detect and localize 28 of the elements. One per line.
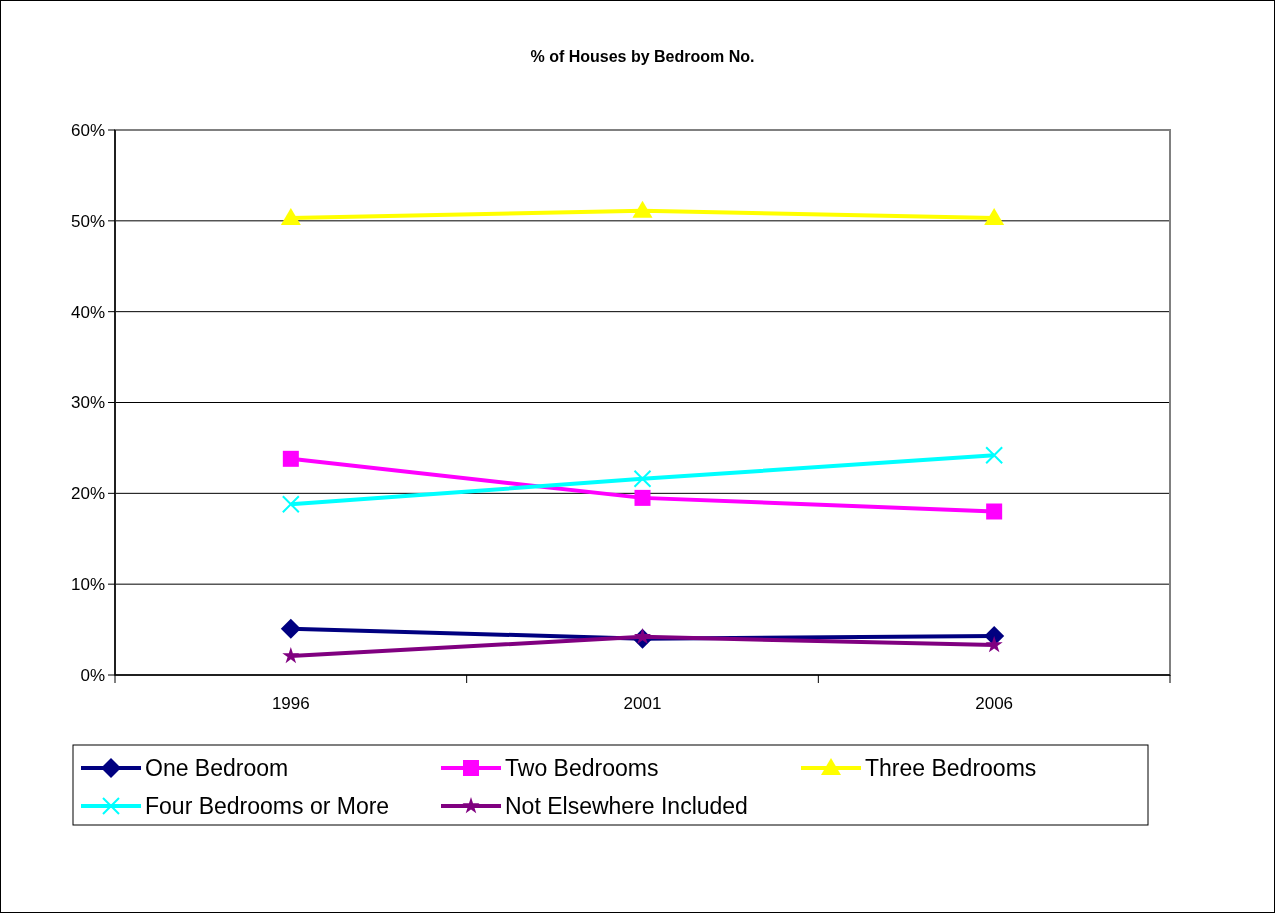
point (986, 503, 1003, 520)
y-tick-label: 60% (70, 120, 105, 140)
point (985, 636, 1003, 653)
legend-label: One Bedroom (145, 755, 289, 782)
y-tick-label: 20% (70, 484, 105, 504)
legend-label: Two Bedrooms (505, 755, 659, 782)
point (632, 200, 653, 218)
y-tick-label: 30% (70, 393, 105, 413)
legend-label: Four Bedrooms or More (145, 793, 390, 820)
x-tick-label: 2006 (975, 694, 1014, 713)
y-tick-label: 10% (70, 575, 105, 595)
y-tick-label: 40% (70, 302, 105, 322)
point (280, 208, 301, 226)
point (281, 495, 300, 514)
legend-label: Three Bedrooms (865, 755, 1037, 782)
point (634, 489, 651, 506)
point (282, 646, 300, 664)
point (984, 208, 1005, 226)
point (280, 618, 301, 639)
chart-title: % of Houses by Bedroom No. (530, 48, 755, 65)
point (633, 469, 652, 488)
y-tick-label: 50% (70, 211, 105, 231)
legend-label: Not Elsewhere Included (505, 793, 748, 820)
point (985, 446, 1004, 465)
y-tick-label: 0% (80, 665, 105, 685)
x-tick-label: 2001 (623, 694, 662, 713)
x-tick-label: 1996 (271, 694, 310, 713)
point (282, 450, 299, 467)
